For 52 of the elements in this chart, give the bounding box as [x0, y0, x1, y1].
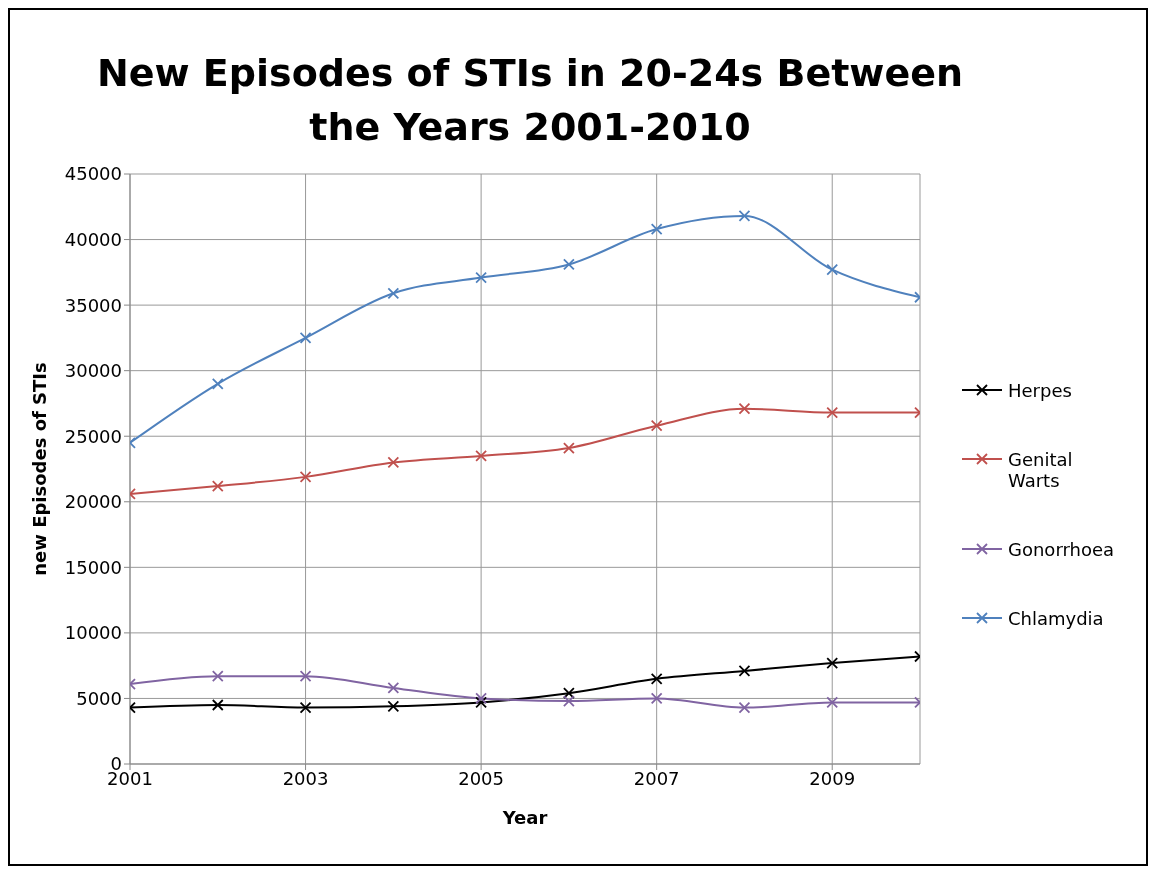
x-tick-label: 2009	[809, 767, 856, 789]
point	[650, 692, 663, 705]
point	[650, 672, 663, 685]
x-tick-label: 2005	[458, 767, 505, 789]
point	[475, 696, 488, 709]
point	[650, 223, 663, 235]
y-axis-title: new Episodes of STIs	[29, 362, 51, 576]
y-tick-label: 20000	[64, 491, 122, 513]
y-tick-label: 15000	[64, 556, 122, 578]
y-tick-label: 45000	[64, 163, 122, 185]
point	[738, 402, 751, 415]
point	[738, 210, 751, 222]
x-tick-label: 2007	[633, 767, 680, 789]
point	[650, 419, 663, 432]
point	[387, 682, 400, 694]
y-tick-label: 40000	[64, 228, 122, 250]
point	[299, 331, 312, 344]
point	[211, 699, 224, 711]
legend-label: Gonorrhoea	[1008, 538, 1116, 560]
x-tick-label: 2003	[282, 767, 329, 789]
point	[299, 670, 312, 683]
point	[562, 442, 575, 454]
x-axis-title: Year	[501, 807, 548, 828]
y-tick-label: 30000	[64, 360, 122, 382]
point	[738, 701, 751, 714]
point	[299, 470, 312, 483]
legend-label: Chlamydia	[1008, 607, 1105, 629]
chart-title: New Episodes of STIs in 20-24s Between the Years 2001-2010	[95, 50, 965, 151]
legend-label: Genital Warts	[1008, 448, 1074, 491]
point	[211, 670, 224, 683]
point	[299, 701, 312, 714]
point	[826, 657, 839, 669]
point	[826, 263, 839, 276]
legend-label: Herpes	[1008, 379, 1073, 401]
point	[738, 665, 751, 677]
point	[562, 687, 575, 700]
point	[562, 258, 575, 271]
point	[475, 692, 488, 705]
point	[211, 377, 224, 390]
point	[475, 271, 488, 284]
point	[387, 700, 400, 713]
point	[387, 287, 400, 300]
y-tick-label: 10000	[64, 622, 122, 644]
point	[826, 696, 839, 709]
y-tick-label: 25000	[64, 425, 122, 447]
point	[826, 406, 839, 419]
point	[211, 480, 224, 492]
point	[475, 449, 488, 462]
y-tick-label: 35000	[64, 294, 122, 316]
y-tick-label: 5000	[76, 687, 122, 709]
point	[562, 695, 575, 707]
point	[387, 456, 400, 469]
